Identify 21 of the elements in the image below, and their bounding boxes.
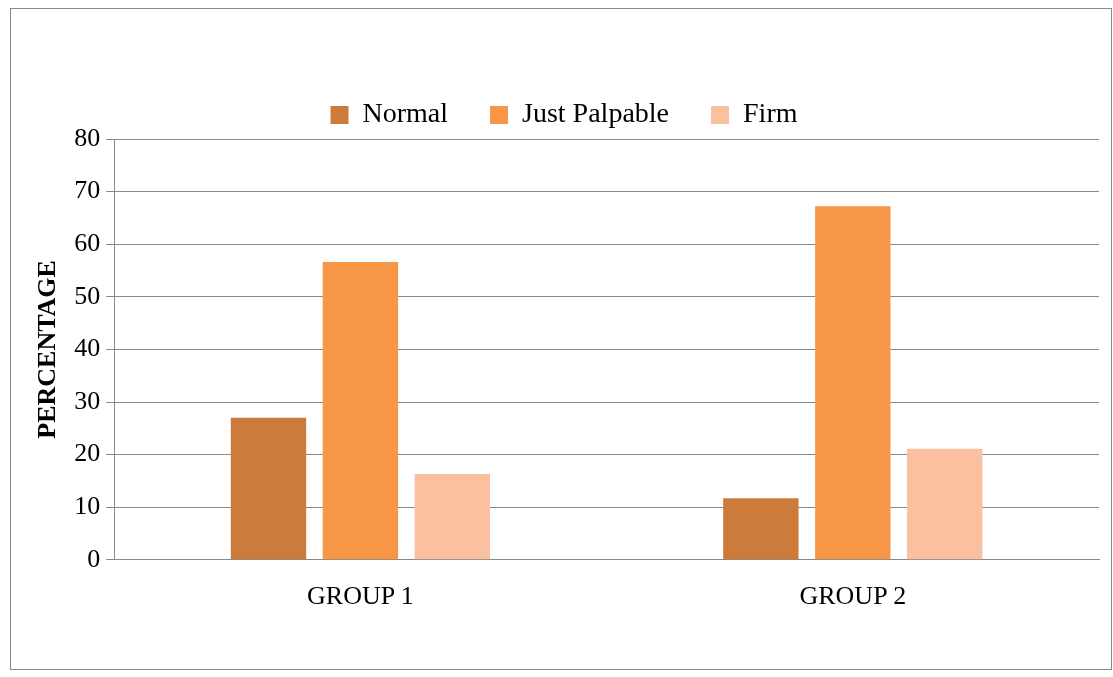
y-tick-label: 40 [74, 333, 101, 363]
bar [322, 262, 399, 560]
bar [723, 498, 799, 560]
x-tick-label: GROUP 2 [799, 581, 907, 611]
y-tick-label: 10 [74, 491, 101, 521]
legend-label: Just Palpable [522, 97, 670, 129]
y-tick-label: 20 [74, 438, 101, 468]
y-tick-label: 80 [74, 122, 101, 152]
bar [815, 206, 891, 560]
y-tick-label: 70 [74, 175, 101, 205]
legend-label: Normal [362, 97, 449, 129]
bar [230, 417, 307, 560]
y-tick-label: 30 [74, 385, 101, 415]
y-tick-label: 50 [74, 280, 101, 310]
bar [414, 474, 490, 560]
legend-label: Firm [743, 97, 798, 129]
x-tick-label: GROUP 1 [307, 581, 414, 611]
bar [907, 448, 983, 560]
y-axis-title: PERCENTAGE [32, 260, 62, 439]
y-tick-label: 0 [87, 543, 101, 573]
y-tick-label: 60 [74, 228, 101, 258]
